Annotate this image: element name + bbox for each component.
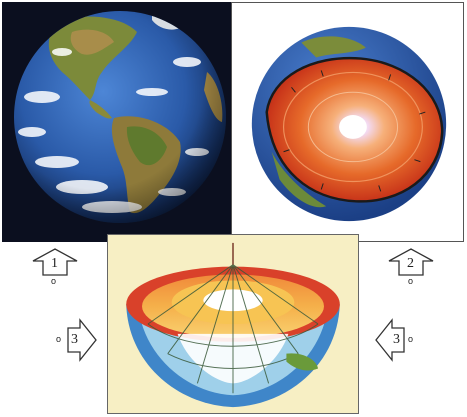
- earth-globe-icon: [2, 2, 232, 242]
- arrow-up-icon: [32, 248, 78, 276]
- arrow-left-icon: [375, 318, 405, 362]
- arrow-2-number: 2: [407, 256, 414, 271]
- arrow-3-right: 3 o: [374, 318, 418, 362]
- arrow-3-right-number: 3: [393, 332, 400, 347]
- arrow-2-label: o: [408, 276, 414, 286]
- earth-cutaway-icon: [251, 26, 447, 222]
- arrow-3-left-label: o: [56, 334, 62, 344]
- arrow-1-label: o: [51, 276, 57, 286]
- arrow-1: 1 o: [30, 248, 80, 290]
- earth-cross-section-panel: [107, 234, 359, 414]
- earth-photo-panel: [2, 2, 232, 242]
- arrow-3-left-number: 3: [71, 332, 78, 347]
- earth-cross-section-icon: [108, 235, 358, 413]
- arrow-3-right-label: o: [408, 334, 414, 344]
- arrow-right-icon: [67, 318, 97, 362]
- earth-cutaway-panel: [231, 2, 464, 242]
- arrow-3-left: o 3: [54, 318, 98, 362]
- arrow-1-number: 1: [51, 256, 58, 271]
- arrow-2: 2 o: [386, 248, 436, 290]
- arrow-up-icon: [388, 248, 434, 276]
